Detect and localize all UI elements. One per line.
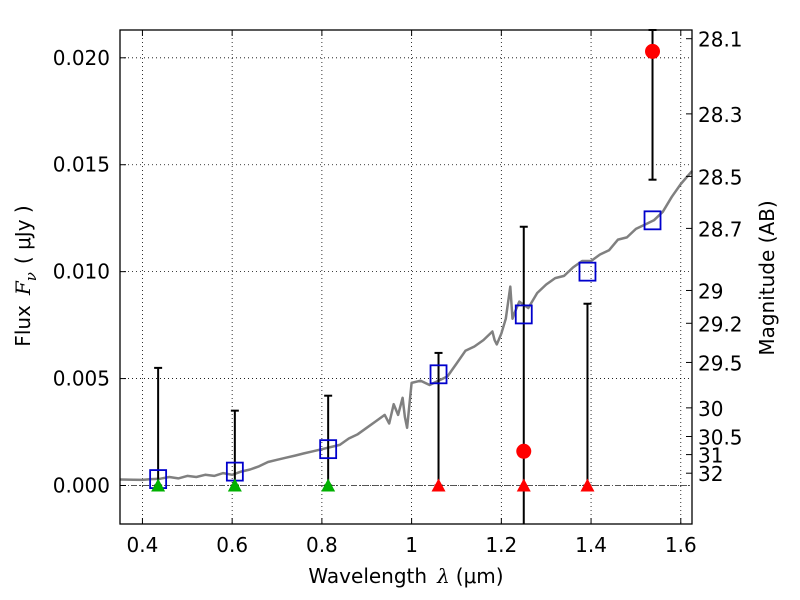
right-tick-label: 29.5 [698,351,743,375]
x-tick-label: 1.6 [665,533,697,557]
right-axis-label: Magnitude (AB) [755,200,779,355]
detection-marker [645,43,661,59]
y-tick-label: 0.010 [53,260,110,284]
right-tick-label: 28.5 [698,165,743,189]
model-photometry-marker [429,364,448,385]
detection-marker [516,443,532,459]
right-tick-label: 28.1 [698,28,743,52]
x-tick-label: 0.6 [216,533,248,557]
upper-limit-marker [516,478,531,492]
y-axis-label: FluxFν( μJy ) [11,205,40,346]
right-tick-label: 29 [698,279,723,303]
x-axis-label: Wavelength λ (μm) [308,564,503,588]
model-photometry-marker [514,304,533,325]
model-photometry-marker [578,261,597,282]
upper-limit-marker [151,478,166,492]
right-tick-label: 30 [698,397,723,421]
model-photometry-marker [643,210,662,231]
markers [149,43,662,492]
y-tick-label: 0.005 [53,367,110,391]
right-tick-label: 31 [698,444,723,468]
y-tick-label: 0.020 [53,46,110,70]
y-tick-label: 0.000 [53,474,110,498]
right-tick-label: 28.3 [698,103,743,127]
right-tick-label: 29.2 [698,312,743,336]
x-tick-label: 0.8 [306,533,338,557]
upper-limit-marker [227,478,242,492]
model-photometry-marker [319,439,338,460]
x-tick-label: 1.4 [575,533,607,557]
right-tick-label: 32 [698,462,723,486]
x-tick-label: 1 [405,533,418,557]
model-sed-line [119,170,693,482]
x-tick-label: 0.4 [127,533,159,557]
plot-frame [119,29,693,525]
right-tick-label: 28.7 [698,217,743,241]
upper-limit-marker [321,478,336,492]
right-tick-label: 30.5 [698,426,743,450]
x-tick-label: 1.2 [485,533,517,557]
ticks: 0.4 0.6 0.8 1 1.2 1.4 1.6 0.000 0.005 0.010 0.015 0… [53,28,743,557]
upper-limit-marker [580,478,595,492]
y-tick-label: 0.015 [53,153,110,177]
upper-limit-marker [431,478,446,492]
